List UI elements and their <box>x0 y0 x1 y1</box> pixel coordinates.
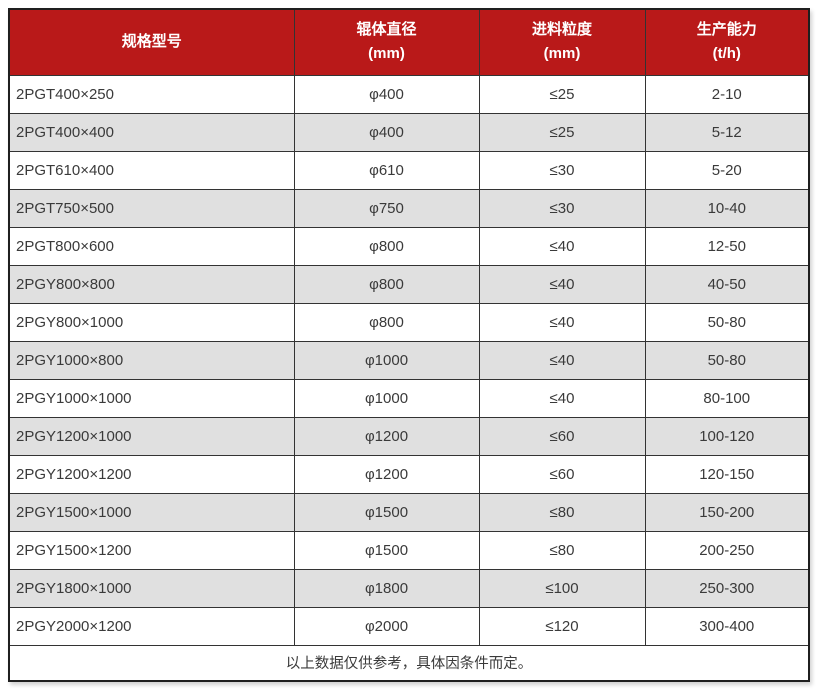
model-cell: 2PGY800×1000 <box>8 302 295 342</box>
diameter-cell: φ1200 <box>293 416 480 456</box>
table-row: 2PGY1200×1000 φ1200 ≤60 100-120 <box>8 416 810 456</box>
capacity-cell: 12-50 <box>644 226 810 266</box>
diameter-cell: φ800 <box>293 264 480 304</box>
table-row: 2PGY800×800 φ800 ≤40 40-50 <box>8 264 810 304</box>
diameter-cell: φ800 <box>293 302 480 342</box>
feed-size-cell: ≤40 <box>478 226 646 266</box>
feed-size-cell: ≤40 <box>478 302 646 342</box>
diameter-cell: φ400 <box>293 112 480 152</box>
table-row: 2PGY1500×1200 φ1500 ≤80 200-250 <box>8 530 810 570</box>
feed-size-cell: ≤40 <box>478 264 646 304</box>
table-row: 2PGY1000×800 φ1000 ≤40 50-80 <box>8 340 810 380</box>
table-row: 2PGT400×400 φ400 ≤25 5-12 <box>8 112 810 152</box>
diameter-cell: φ1800 <box>293 568 480 608</box>
model-cell: 2PGY1500×1000 <box>8 492 295 532</box>
capacity-cell: 5-20 <box>644 150 810 190</box>
table-row: 2PGY1800×1000 φ1800 ≤100 250-300 <box>8 568 810 608</box>
model-cell: 2PGY1000×800 <box>8 340 295 380</box>
feed-size-cell: ≤30 <box>478 150 646 190</box>
capacity-cell: 5-12 <box>644 112 810 152</box>
capacity-cell: 250-300 <box>644 568 810 608</box>
diameter-cell: φ400 <box>293 74 480 114</box>
feed-size-cell: ≤80 <box>478 492 646 532</box>
diameter-cell: φ1000 <box>293 340 480 380</box>
feed-size-cell: ≤100 <box>478 568 646 608</box>
header-unit: (mm) <box>368 45 405 63</box>
model-cell: 2PGY1200×1000 <box>8 416 295 456</box>
model-cell: 2PGY1800×1000 <box>8 568 295 608</box>
feed-size-cell: ≤40 <box>478 378 646 418</box>
diameter-cell: φ2000 <box>293 606 480 646</box>
capacity-cell: 300-400 <box>644 606 810 646</box>
model-cell: 2PGT610×400 <box>8 150 295 190</box>
spec-table-header: 规格型号 辊体直径 (mm) 进料粒度 (mm) 生产能力 (t/h) <box>8 8 810 76</box>
footer-note: 以上数据仅供参考，具体因条件而定。 <box>8 644 810 682</box>
header-cell-diameter: 辊体直径 (mm) <box>293 8 480 76</box>
diameter-cell: φ1000 <box>293 378 480 418</box>
spec-table-body: 2PGT400×250 φ400 ≤25 2-10 2PGT400×400 φ400 ≤25… <box>8 74 810 646</box>
table-row: 2PGT610×400 φ610 ≤30 5-20 <box>8 150 810 190</box>
header-title: 生产能力 <box>696 21 757 39</box>
feed-size-cell: ≤120 <box>478 606 646 646</box>
table-row: 2PGY2000×1200 φ2000 ≤120 300-400 <box>8 606 810 646</box>
feed-size-cell: ≤60 <box>478 454 646 494</box>
header-cell-capacity: 生产能力 (t/h) <box>644 8 810 76</box>
table-row: 2PGY1000×1000 φ1000 ≤40 80-100 <box>8 378 810 418</box>
capacity-cell: 150-200 <box>644 492 810 532</box>
spec-table-footer: 以上数据仅供参考，具体因条件而定。 <box>8 644 810 682</box>
table-row: 2PGT750×500 φ750 ≤30 10-40 <box>8 188 810 228</box>
capacity-cell: 2-10 <box>644 74 810 114</box>
capacity-cell: 80-100 <box>644 378 810 418</box>
header-title: 进料粒度 <box>531 21 592 39</box>
capacity-cell: 100-120 <box>644 416 810 456</box>
model-cell: 2PGT400×400 <box>8 112 295 152</box>
footer-row: 以上数据仅供参考，具体因条件而定。 <box>8 644 810 682</box>
feed-size-cell: ≤40 <box>478 340 646 380</box>
spec-table: 规格型号 辊体直径 (mm) 进料粒度 (mm) 生产能力 (t/h) 2PGT400×25… <box>8 8 810 682</box>
capacity-cell: 10-40 <box>644 188 810 228</box>
diameter-cell: φ610 <box>293 150 480 190</box>
header-cell-model: 规格型号 <box>8 8 295 76</box>
feed-size-cell: ≤80 <box>478 530 646 570</box>
header-cell-feed-size: 进料粒度 (mm) <box>478 8 646 76</box>
diameter-cell: φ1200 <box>293 454 480 494</box>
feed-size-cell: ≤30 <box>478 188 646 228</box>
table-header-row: 规格型号 辊体直径 (mm) 进料粒度 (mm) 生产能力 (t/h) <box>8 8 810 76</box>
model-cell: 2PGT750×500 <box>8 188 295 228</box>
model-cell: 2PGT800×600 <box>8 226 295 266</box>
model-cell: 2PGT400×250 <box>8 74 295 114</box>
model-cell: 2PGY800×800 <box>8 264 295 304</box>
model-cell: 2PGY2000×1200 <box>8 606 295 646</box>
diameter-cell: φ1500 <box>293 530 480 570</box>
table-row: 2PGT400×250 φ400 ≤25 2-10 <box>8 74 810 114</box>
feed-size-cell: ≤25 <box>478 112 646 152</box>
header-unit: (t/h) <box>712 45 741 63</box>
header-unit: (mm) <box>543 45 581 63</box>
table-row: 2PGT800×600 φ800 ≤40 12-50 <box>8 226 810 266</box>
header-title: 规格型号 <box>121 33 182 51</box>
table-row: 2PGY1200×1200 φ1200 ≤60 120-150 <box>8 454 810 494</box>
model-cell: 2PGY1200×1200 <box>8 454 295 494</box>
model-cell: 2PGY1000×1000 <box>8 378 295 418</box>
table-row: 2PGY800×1000 φ800 ≤40 50-80 <box>8 302 810 342</box>
diameter-cell: φ800 <box>293 226 480 266</box>
feed-size-cell: ≤60 <box>478 416 646 456</box>
capacity-cell: 50-80 <box>644 302 810 342</box>
feed-size-cell: ≤25 <box>478 74 646 114</box>
capacity-cell: 120-150 <box>644 454 810 494</box>
model-cell: 2PGY1500×1200 <box>8 530 295 570</box>
header-title: 辊体直径 <box>356 21 417 39</box>
diameter-cell: φ750 <box>293 188 480 228</box>
capacity-cell: 40-50 <box>644 264 810 304</box>
capacity-cell: 50-80 <box>644 340 810 380</box>
capacity-cell: 200-250 <box>644 530 810 570</box>
diameter-cell: φ1500 <box>293 492 480 532</box>
table-row: 2PGY1500×1000 φ1500 ≤80 150-200 <box>8 492 810 532</box>
